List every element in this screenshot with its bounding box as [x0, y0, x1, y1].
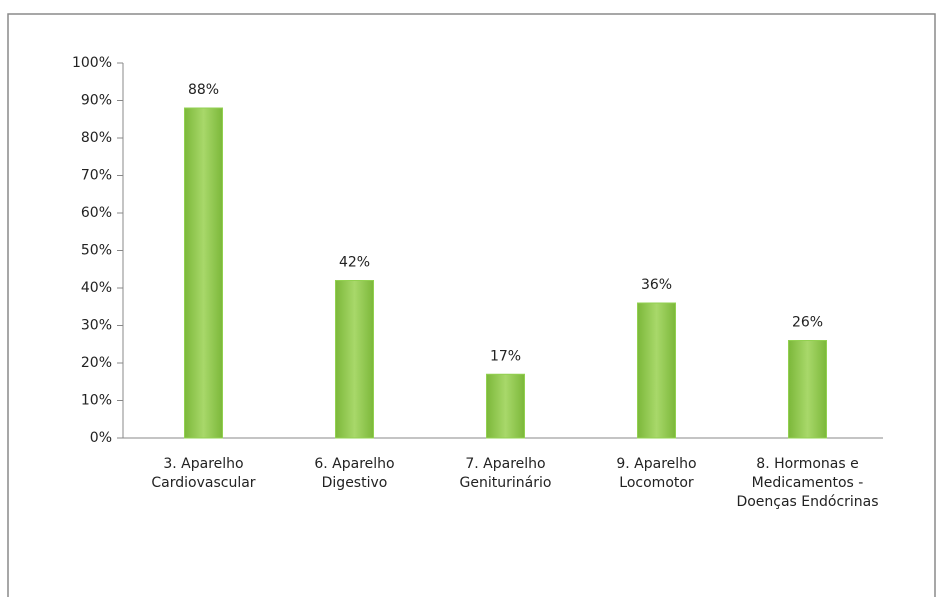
- y-tick-label: 90%: [81, 93, 112, 109]
- data-label: 36%: [641, 277, 672, 293]
- x-tick-label: 9. Aparelho Locomotor: [616, 456, 697, 491]
- x-tick-label: 3. Aparelho Cardiovascular: [151, 456, 256, 491]
- y-tick-label: 60%: [81, 205, 112, 221]
- y-tick-label: 30%: [81, 318, 112, 334]
- x-tick-label: 6. Aparelho Digestivo: [314, 456, 395, 491]
- y-tick-label: 100%: [72, 55, 112, 71]
- y-tick-label: 0%: [90, 430, 112, 446]
- frame: [7, 13, 936, 597]
- bar: [335, 280, 374, 439]
- y-tick-label: 20%: [81, 355, 112, 371]
- y-tick-label: 10%: [81, 393, 112, 409]
- y-tick-label: 70%: [81, 168, 112, 184]
- data-label: 26%: [792, 315, 823, 331]
- x-tick-label: 7. Aparelho Geniturinário: [459, 456, 552, 491]
- bar: [184, 107, 223, 439]
- bar: [486, 373, 525, 439]
- data-label: 42%: [339, 255, 370, 271]
- x-tick-label: 8. Hormonas e Medicamentos - Doenças End…: [736, 456, 879, 510]
- y-tick-label: 80%: [81, 130, 112, 146]
- bar: [788, 340, 827, 439]
- bar: [637, 302, 676, 439]
- data-label: 88%: [188, 82, 219, 98]
- data-label: 17%: [490, 348, 521, 364]
- y-tick-label: 40%: [81, 280, 112, 296]
- y-tick-label: 50%: [81, 243, 112, 259]
